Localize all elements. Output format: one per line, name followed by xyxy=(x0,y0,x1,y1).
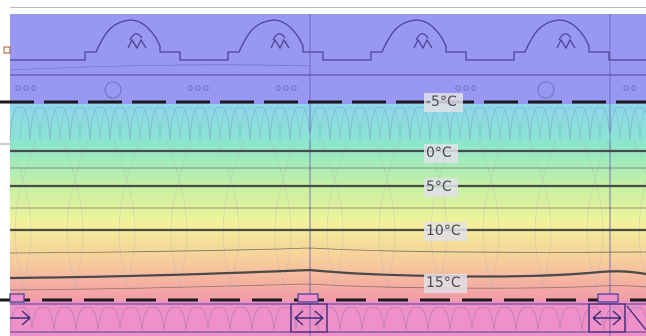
isotherm-line-5 xyxy=(9,184,646,188)
isotherm-label-5: 5°C xyxy=(424,178,458,197)
warm-zone xyxy=(10,301,646,336)
cold-zone xyxy=(10,14,646,104)
isotherm-label-15: 15°C xyxy=(424,274,467,293)
isotherm-label-10: 10°C xyxy=(424,222,467,241)
insulation-pattern-bottom xyxy=(9,306,646,331)
rafter-lines xyxy=(309,14,611,336)
isotherm-line-15 xyxy=(9,268,646,280)
batten-dots xyxy=(15,81,637,99)
isotherm-label-0: 0°C xyxy=(424,144,458,163)
arrow-right-icon xyxy=(10,310,31,326)
insulation-fibers xyxy=(9,139,646,291)
double-arrow-icon xyxy=(290,303,328,333)
edge-marker xyxy=(3,46,11,54)
purlin-details xyxy=(9,293,646,333)
isotherm-line-10 xyxy=(9,228,646,232)
double-arrow-icon xyxy=(588,303,626,333)
isotherm-label-minus5: -5°C xyxy=(424,93,463,112)
isotherm-lines xyxy=(9,149,646,291)
diagonal-strut xyxy=(626,305,646,331)
roof-tile-profile xyxy=(9,19,646,76)
